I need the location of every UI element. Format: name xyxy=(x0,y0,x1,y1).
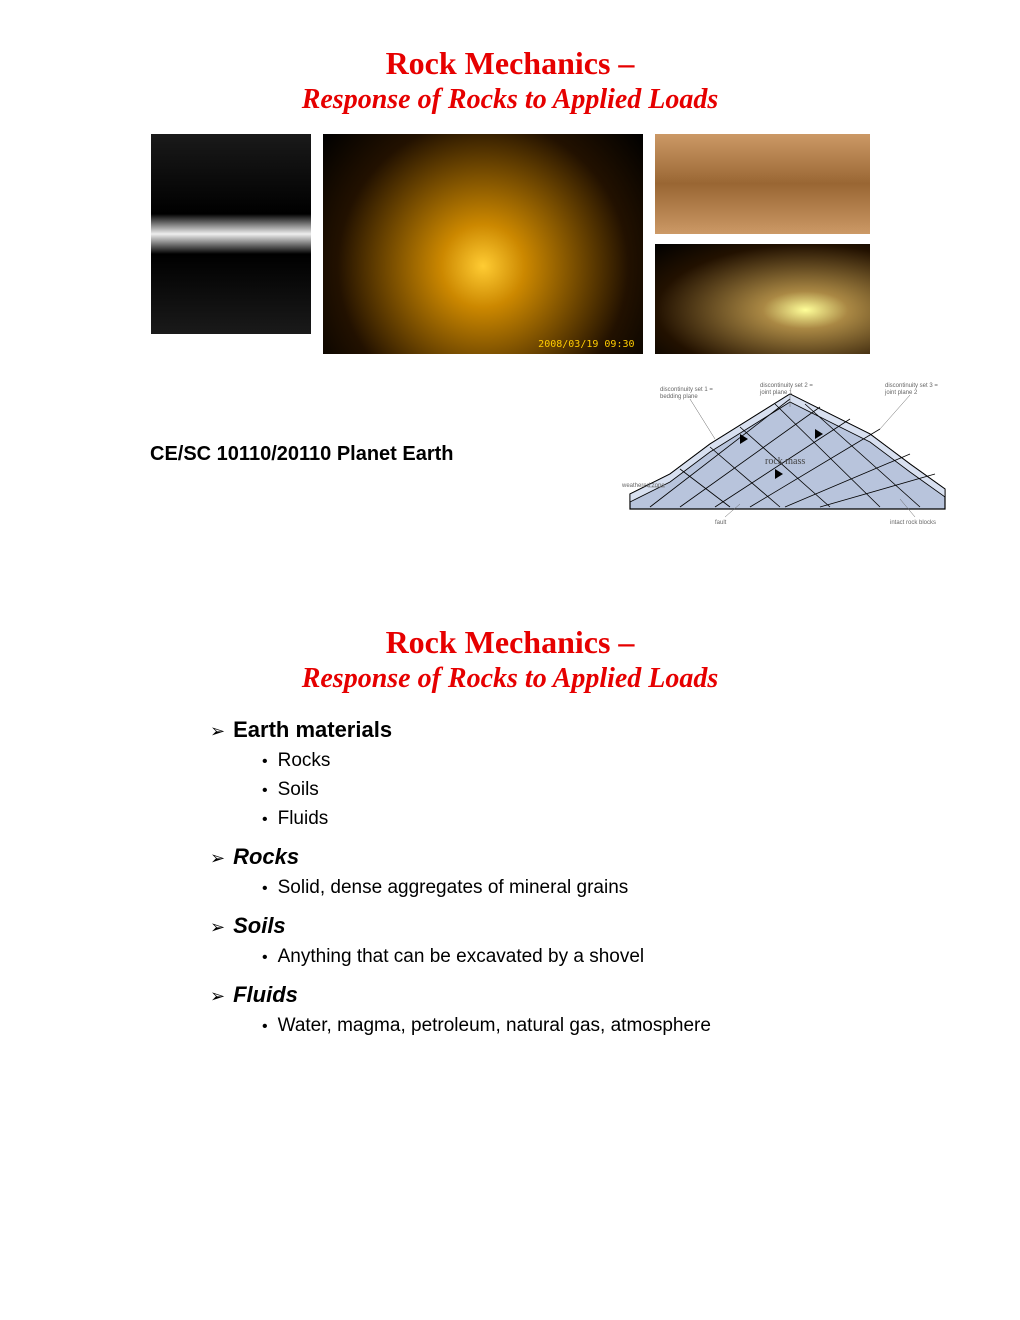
bullet-soils: ➢ Soils xyxy=(210,913,970,939)
slide-1: Rock Mechanics – Response of Rocks to Ap… xyxy=(50,45,970,529)
chevron-icon: ➢ xyxy=(210,721,225,742)
image-tunnel: 2008/03/19 09:30 xyxy=(323,134,643,354)
bullet-text: Rocks xyxy=(278,750,331,772)
bullet-heading: Fluids xyxy=(233,982,298,1008)
bullet-item: • Water, magma, petroleum, natural gas, … xyxy=(210,1015,970,1037)
bullet-item: • Rocks xyxy=(210,750,970,772)
chevron-icon: ➢ xyxy=(210,917,225,938)
svg-text:weathered zone: weathered zone xyxy=(621,483,665,489)
bullet-item: • Anything that can be excavated by a sh… xyxy=(210,946,970,968)
bullet-heading: Rocks xyxy=(233,844,299,870)
image-underground xyxy=(655,244,870,354)
course-row: CE/SC 10110/20110 Planet Earth xyxy=(50,379,970,529)
bullet-heading: Earth materials xyxy=(233,717,392,743)
bullet-section: ➢ Earth materials • Rocks • Soils • Flui… xyxy=(50,717,970,1037)
rock-mass-diagram: rock mass discontinuity set 1 = bedding … xyxy=(620,379,960,529)
slide-2: Rock Mechanics – Response of Rocks to Ap… xyxy=(50,624,970,1037)
svg-text:bedding plane: bedding plane xyxy=(660,394,698,400)
svg-text:discontinuity set 3 =: discontinuity set 3 = xyxy=(885,383,938,389)
slide1-subtitle: Response of Rocks to Applied Loads xyxy=(50,84,970,116)
bullet-item: • Solid, dense aggregates of mineral gra… xyxy=(210,877,970,899)
bullet-rocks: ➢ Rocks xyxy=(210,844,970,870)
image-timestamp: 2008/03/19 09:30 xyxy=(538,339,634,350)
bullet-earth-materials: ➢ Earth materials xyxy=(210,717,970,743)
slide2-subtitle: Response of Rocks to Applied Loads xyxy=(50,663,970,695)
svg-text:rock mass: rock mass xyxy=(765,456,805,467)
image-column-right xyxy=(655,134,870,354)
bullet-dot-icon: • xyxy=(262,753,268,771)
bullet-heading: Soils xyxy=(233,913,286,939)
slide1-title: Rock Mechanics – xyxy=(50,45,970,82)
svg-text:joint plane 1: joint plane 1 xyxy=(759,390,793,396)
course-label: CE/SC 10110/20110 Planet Earth xyxy=(50,443,454,466)
bullet-text: Solid, dense aggregates of mineral grain… xyxy=(278,877,629,899)
bullet-item: • Soils xyxy=(210,779,970,801)
bullet-dot-icon: • xyxy=(262,1018,268,1036)
svg-text:joint plane 2: joint plane 2 xyxy=(884,390,918,396)
slide2-title: Rock Mechanics – xyxy=(50,624,970,661)
image-rock-sample xyxy=(151,134,311,334)
bullet-text: Fluids xyxy=(278,808,329,830)
svg-text:fault: fault xyxy=(715,520,727,526)
bullet-text: Water, magma, petroleum, natural gas, at… xyxy=(278,1015,711,1037)
svg-text:intact rock blocks: intact rock blocks xyxy=(890,520,936,526)
bullet-dot-icon: • xyxy=(262,880,268,898)
bullet-text: Anything that can be excavated by a shov… xyxy=(278,946,645,968)
image-row: 2008/03/19 09:30 xyxy=(50,134,970,354)
bullet-dot-icon: • xyxy=(262,811,268,829)
chevron-icon: ➢ xyxy=(210,848,225,869)
bullet-text: Soils xyxy=(278,779,319,801)
bullet-item: • Fluids xyxy=(210,808,970,830)
svg-text:discontinuity set 1 =: discontinuity set 1 = xyxy=(660,387,713,393)
bullet-fluids: ➢ Fluids xyxy=(210,982,970,1008)
bullet-dot-icon: • xyxy=(262,949,268,967)
bullet-dot-icon: • xyxy=(262,782,268,800)
chevron-icon: ➢ xyxy=(210,986,225,1007)
svg-text:discontinuity set 2 =: discontinuity set 2 = xyxy=(760,383,813,389)
image-open-pit xyxy=(655,134,870,234)
